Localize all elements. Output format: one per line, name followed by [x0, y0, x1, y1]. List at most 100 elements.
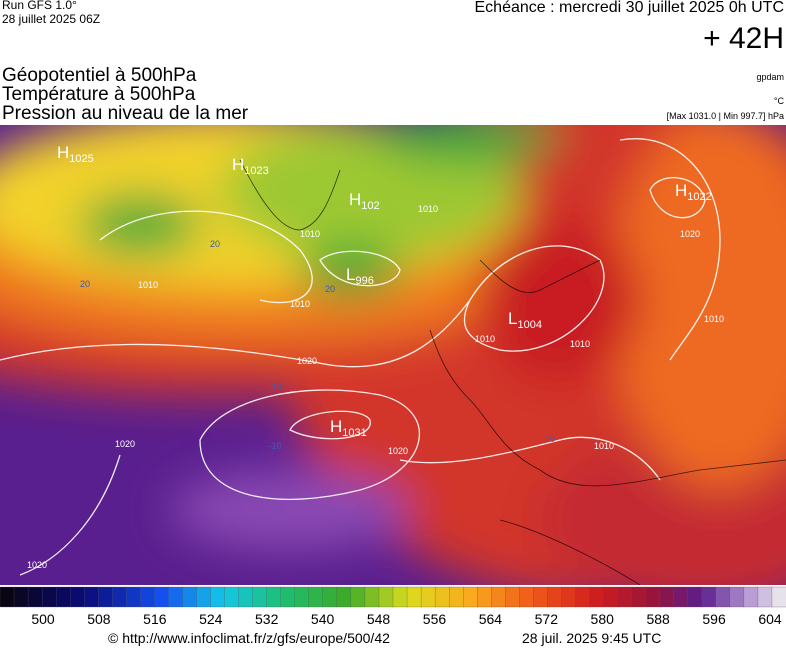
- colorbar-swatch: [505, 586, 520, 608]
- contour-label: 1010: [570, 339, 590, 349]
- colorbar-swatch: [477, 586, 492, 608]
- center-letter: H: [57, 143, 69, 162]
- colorbar-swatch: [463, 586, 478, 608]
- colorbar-swatch: [603, 586, 619, 608]
- colorbar-swatch: [645, 586, 661, 608]
- colorbar-swatch: [631, 586, 647, 608]
- colorbar-label: 524: [199, 611, 223, 627]
- pressure-center: H1022: [675, 181, 712, 203]
- colorbar-swatch: [448, 586, 464, 608]
- colorbar-swatch: [392, 586, 408, 608]
- contour-label: 1010: [290, 299, 310, 309]
- contour-label: 20: [325, 284, 335, 294]
- colorbar-label: 500: [31, 611, 55, 627]
- colorbar-swatch: [364, 586, 380, 608]
- colorbar-swatch: [224, 586, 240, 608]
- footer-time: 28 juil. 2025 9:45 UTC: [522, 630, 661, 646]
- colorbar-swatch: [434, 586, 450, 608]
- colorbar-label: 516: [143, 611, 167, 627]
- colorbar-swatch: [687, 586, 703, 608]
- colorbar-swatch: [154, 586, 170, 608]
- colorbar-swatch: [350, 586, 366, 608]
- run-date: 28 juillet 2025 06Z: [2, 12, 100, 26]
- contour-label: 1010: [475, 334, 495, 344]
- colorbar-label: 556: [423, 611, 447, 627]
- colorbar-label: 532: [255, 611, 279, 627]
- colorbar-swatch: [41, 586, 57, 608]
- colorbar-swatch: [729, 586, 745, 608]
- field-title: Pression au niveau de la mer: [2, 103, 249, 124]
- colorbar-swatch: [112, 586, 127, 608]
- colorbar-swatch: [771, 586, 786, 608]
- center-letter: H: [349, 190, 361, 209]
- center-letter: H: [232, 155, 244, 174]
- center-letter: H: [330, 417, 342, 436]
- center-value: 1031: [342, 427, 366, 439]
- colorbar-label: 580: [591, 611, 615, 627]
- colorbar-swatch: [715, 586, 731, 608]
- colorbar-swatch: [575, 586, 591, 608]
- colorbar-swatch: [126, 586, 142, 608]
- colorbar-swatch: [98, 586, 113, 608]
- contour-label: 1010: [594, 441, 614, 451]
- pressure-center: L1004: [508, 309, 542, 331]
- contour-label: 1020: [680, 229, 700, 239]
- colorbar-swatch: [27, 586, 43, 608]
- field-title: Température à 500hPa: [2, 84, 196, 105]
- center-letter: H: [675, 181, 687, 200]
- colorbar-swatch: [617, 586, 633, 608]
- field-title: Géopotentiel à 500hPa: [2, 65, 197, 86]
- colorbar-swatch: [561, 586, 577, 608]
- colorbar-label: 588: [646, 611, 670, 627]
- colorbar-swatch: [743, 586, 759, 608]
- colorbar-swatch: [196, 586, 212, 608]
- center-value: 1023: [244, 165, 268, 177]
- pressure-center: H1031: [330, 417, 367, 439]
- footer-url: © http://www.infoclimat.fr/z/gfs/europe/…: [108, 630, 390, 646]
- center-letter: L: [346, 265, 355, 284]
- colorbar-swatch: [406, 586, 422, 608]
- colorbar-swatch: [168, 586, 184, 608]
- center-value: 1025: [69, 153, 93, 165]
- colorbar-swatch: [336, 586, 352, 608]
- unit-label: °C: [774, 96, 785, 106]
- center-letter: L: [508, 309, 517, 328]
- colorbar-swatch: [266, 586, 282, 608]
- unit-label: gpdam: [756, 72, 784, 82]
- colorbar-swatch: [757, 586, 773, 608]
- contour-label: 1010: [704, 314, 724, 324]
- colorbar-swatch: [13, 586, 29, 608]
- pressure-center: H102: [349, 190, 380, 212]
- colorbar-swatch: [182, 586, 198, 608]
- colorbar-swatch: [238, 586, 254, 608]
- pressure-center: H1023: [232, 155, 269, 177]
- contour-label: 1010: [138, 280, 158, 290]
- colorbar-swatch: [378, 586, 394, 608]
- colorbar-swatch: [210, 586, 226, 608]
- colorbar-swatch: [308, 586, 324, 608]
- contour-label: 20: [210, 239, 220, 249]
- colorbar-swatch: [701, 586, 717, 608]
- colorbar-swatch: [322, 586, 338, 608]
- colorbar-swatch: [547, 586, 563, 608]
- colorbar-label: 564: [479, 611, 503, 627]
- colorbar-swatch: [589, 586, 605, 608]
- contour-label: -10: [268, 441, 281, 451]
- colorbar-swatch: [533, 586, 549, 608]
- colorbar: 500 508 516 524 532 540 548 556 564 572 580 588 596 6…: [0, 586, 786, 627]
- colorbar-label: 596: [702, 611, 726, 627]
- colorbar-label: 540: [311, 611, 335, 627]
- colorbar-swatch: [0, 586, 15, 608]
- contour-label: 1020: [297, 356, 317, 366]
- colorbar-swatch: [420, 586, 436, 608]
- colorbar-swatch: [659, 586, 675, 608]
- contour-label: 1020: [115, 439, 135, 449]
- colorbar-swatch: [519, 586, 535, 608]
- map-field: [0, 125, 786, 585]
- contour-label: 20: [80, 279, 90, 289]
- colorbar-swatch: [84, 586, 99, 608]
